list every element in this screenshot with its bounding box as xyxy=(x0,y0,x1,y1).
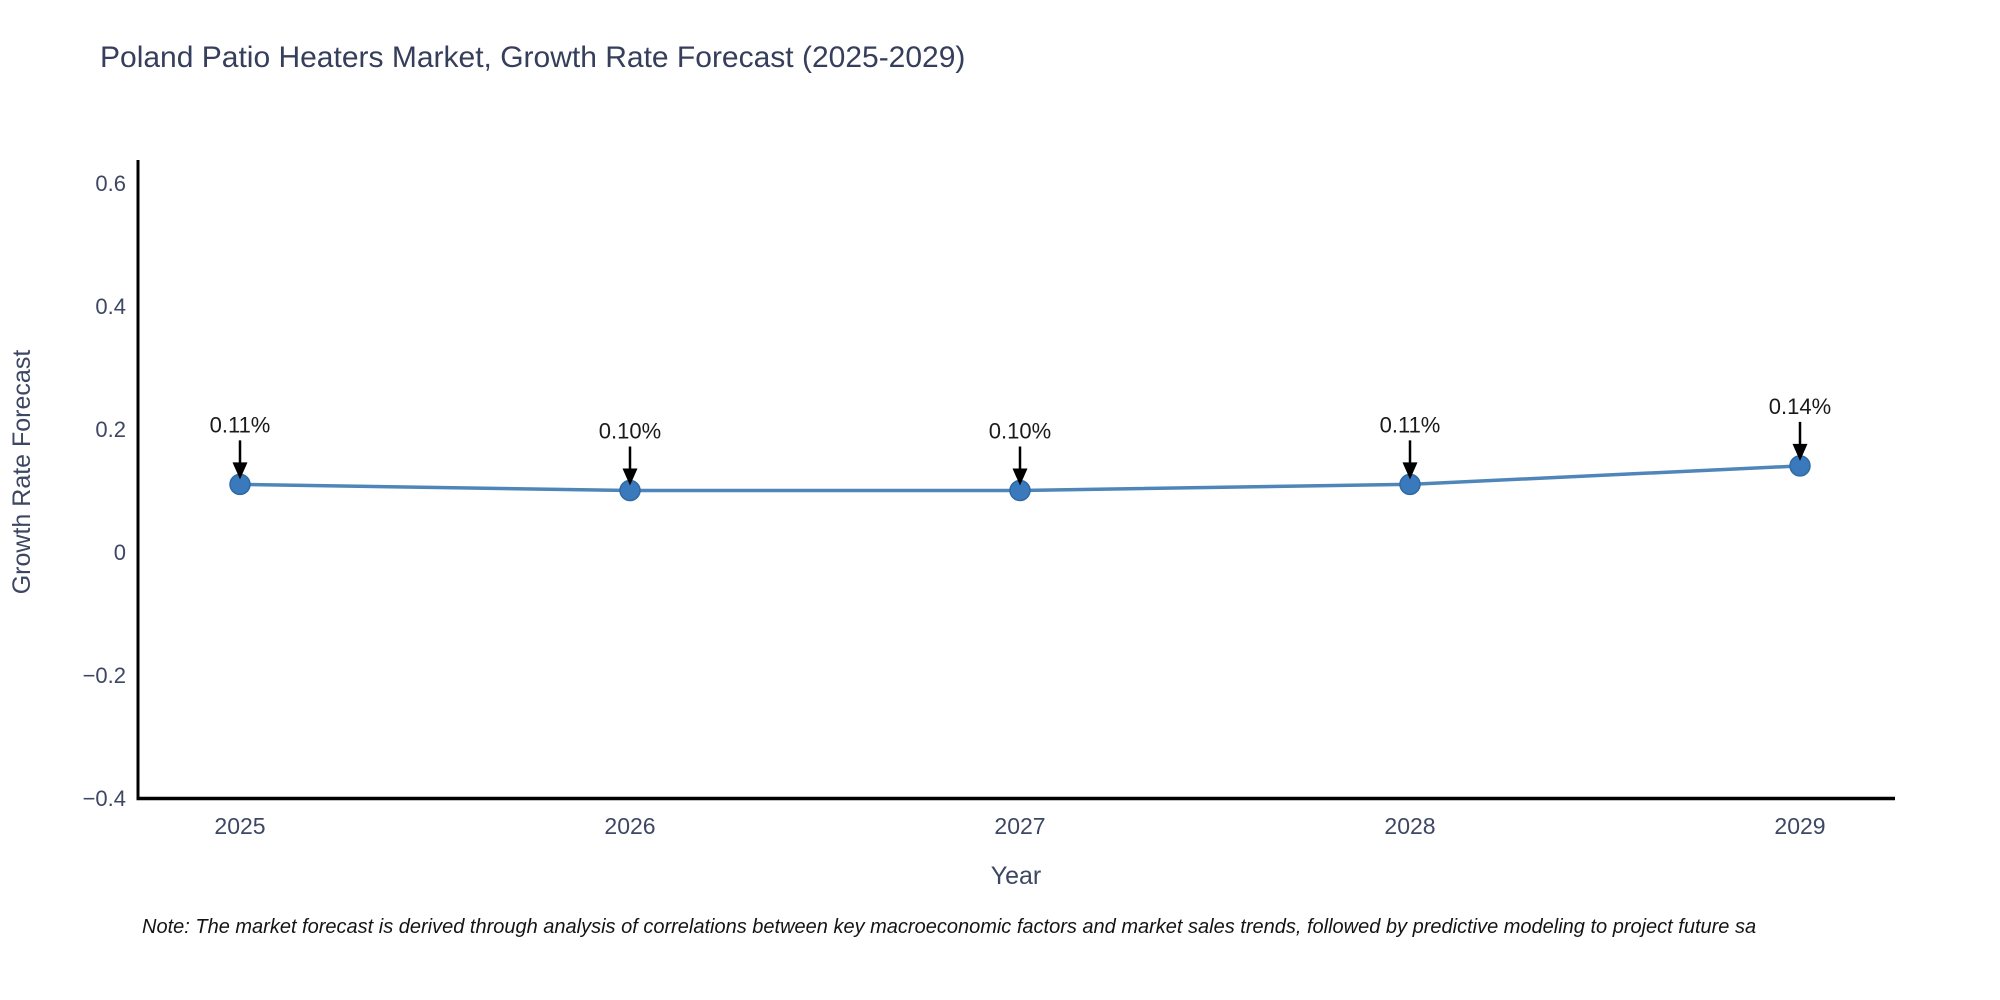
y-tick-label: 0.4 xyxy=(95,294,126,319)
annotation-arrowhead-icon xyxy=(1402,462,1418,480)
footnote: Note: The market forecast is derived thr… xyxy=(142,916,1757,938)
data-point-label: 0.14% xyxy=(1769,394,1831,419)
x-tick-label: 2027 xyxy=(994,813,1045,839)
data-point-label: 0.11% xyxy=(1380,412,1441,437)
x-axis-title: Year xyxy=(991,862,1042,890)
y-tick-label: 0.2 xyxy=(95,417,126,442)
y-tick-label: −0.4 xyxy=(83,786,126,811)
data-point-label: 0.10% xyxy=(599,419,661,444)
x-tick-label: 2029 xyxy=(1774,813,1825,839)
x-axis-tick-labels: 2025 2026 2027 2028 2029 xyxy=(214,813,1825,839)
y-axis-tick-labels: 0.6 0.4 0.2 0 −0.2 −0.4 xyxy=(83,171,126,811)
x-tick-label: 2028 xyxy=(1384,813,1435,839)
y-tick-label: −0.2 xyxy=(83,663,126,688)
y-tick-label: 0 xyxy=(114,540,126,565)
y-axis-title: Growth Rate Forecast xyxy=(8,350,36,595)
y-tick-label: 0.6 xyxy=(95,171,126,196)
annotation-arrowhead-icon xyxy=(1792,443,1808,461)
data-point-label: 0.11% xyxy=(210,412,271,437)
x-tick-label: 2026 xyxy=(604,813,655,839)
chart-title: Poland Patio Heaters Market, Growth Rate… xyxy=(100,41,966,74)
data-point-annotations: 0.11% 0.10% 0.10% 0.11% 0.14% xyxy=(210,394,1831,486)
annotation-arrowhead-icon xyxy=(1012,468,1028,486)
data-point-label: 0.10% xyxy=(989,419,1051,444)
annotation-arrowhead-icon xyxy=(232,462,248,480)
annotation-arrowhead-icon xyxy=(622,468,638,486)
x-tick-label: 2025 xyxy=(214,813,265,839)
